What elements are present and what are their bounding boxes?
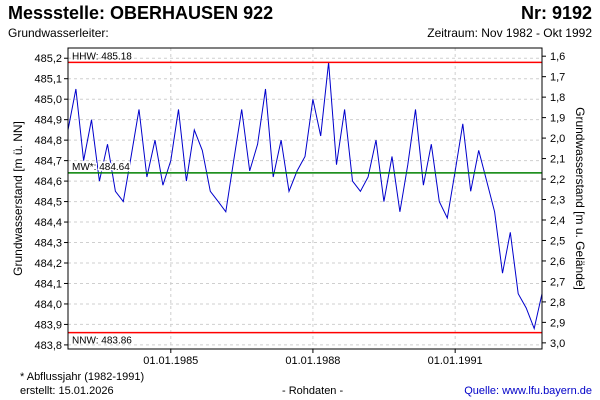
y-tick-label: 485,1 — [34, 74, 62, 86]
y2-tick-label: 2,8 — [550, 297, 565, 309]
footnote-hydrological-year: * Abflussjahr (1982-1991) — [20, 371, 145, 383]
y-tick-label: 484,3 — [34, 238, 62, 250]
y2-tick-label: 2,7 — [550, 276, 565, 288]
aquifer-label: Grundwasserleiter: — [8, 26, 109, 40]
y2-tick-label: 2,6 — [550, 256, 565, 268]
y-tick-label: 483,8 — [34, 340, 62, 352]
created-date: erstellt: 15.01.2026 — [20, 385, 114, 397]
y-tick-label: 485,2 — [34, 53, 62, 65]
reference-line-label: HHW: 485.18 — [72, 51, 132, 62]
y2-tick-label: 3,0 — [550, 338, 565, 350]
y-axis-title: Grundwasserstand [m ü. NN] — [11, 121, 25, 276]
y2-tick-label: 2,4 — [550, 215, 565, 227]
x-tick-label: 01.01.1991 — [428, 355, 483, 367]
groundwater-level-line — [67, 62, 543, 331]
station-number: Nr: 9192 — [520, 3, 592, 23]
y-tick-label: 484,2 — [34, 258, 62, 270]
plot-frame — [67, 47, 543, 350]
raw-data-label: - Rohdaten - — [282, 385, 344, 397]
y2-tick-label: 2,3 — [550, 195, 565, 207]
y2-tick-label: 2,5 — [550, 235, 565, 247]
y-tick-label: 484,5 — [34, 197, 62, 209]
y2-tick-label: 2,0 — [550, 133, 565, 145]
station-title: Messstelle: OBERHAUSEN 922 — [8, 3, 274, 23]
y2-tick-label: 1,9 — [550, 113, 565, 125]
y-tick-label: 484,8 — [34, 135, 62, 147]
y-tick-label: 483,9 — [34, 319, 62, 331]
y-tick-label: 484,9 — [34, 115, 62, 127]
y2-tick-label: 1,7 — [550, 72, 565, 84]
y2-tick-label: 2,1 — [550, 154, 565, 166]
x-tick-label: 01.01.1988 — [285, 355, 340, 367]
y-tick-label: 484,0 — [34, 299, 62, 311]
y2-tick-label: 1,6 — [550, 51, 565, 63]
y2-tick-label: 1,8 — [550, 92, 565, 104]
y-tick-label: 484,6 — [34, 176, 62, 188]
y2-axis-title: Grundwasserstand [m u. Gelände] — [573, 107, 587, 290]
y-tick-label: 485,0 — [34, 94, 62, 106]
source-label[interactable]: Quelle: www.lfu.bayern.de — [464, 385, 592, 397]
source-link[interactable]: Quelle: www.lfu.bayern.de — [464, 385, 592, 397]
reference-line-label: MW*: 484.64 — [72, 162, 130, 173]
y2-tick-label: 2,2 — [550, 174, 565, 186]
y2-tick-label: 2,9 — [550, 317, 565, 329]
y-tick-label: 484,7 — [34, 156, 62, 168]
x-tick-label: 01.01.1985 — [143, 355, 198, 367]
reference-line-label: NNW: 483.86 — [72, 336, 132, 347]
y-tick-label: 484,4 — [34, 217, 62, 229]
y-tick-label: 484,1 — [34, 278, 62, 290]
period-label: Zeitraum: Nov 1982 - Okt 1992 — [427, 26, 592, 40]
